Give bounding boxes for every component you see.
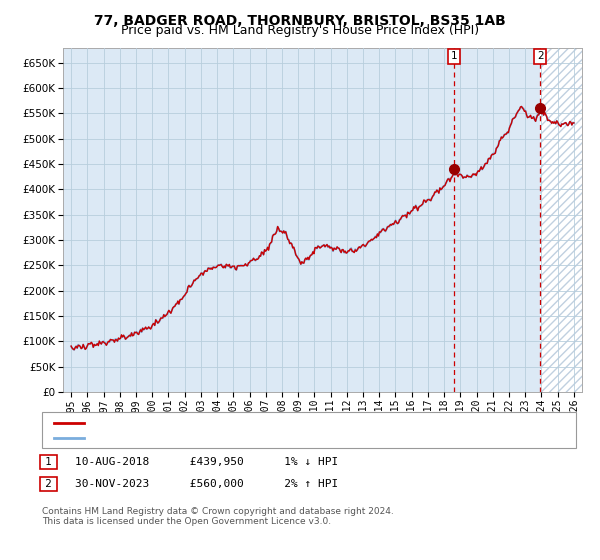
Text: Contains HM Land Registry data © Crown copyright and database right 2024.
This d: Contains HM Land Registry data © Crown c… xyxy=(42,507,394,526)
Text: 1: 1 xyxy=(451,51,457,61)
Text: 77, BADGER ROAD, THORNBURY, BRISTOL, BS35 1AB: 77, BADGER ROAD, THORNBURY, BRISTOL, BS3… xyxy=(94,14,506,28)
Text: 1: 1 xyxy=(42,457,55,467)
Bar xyxy=(540,48,582,392)
Bar xyxy=(540,48,582,392)
Text: Price paid vs. HM Land Registry's House Price Index (HPI): Price paid vs. HM Land Registry's House … xyxy=(121,24,479,37)
Text: 2: 2 xyxy=(42,479,55,489)
Text: 77, BADGER ROAD, THORNBURY, BRISTOL, BS35 1AB (detached house): 77, BADGER ROAD, THORNBURY, BRISTOL, BS3… xyxy=(90,418,488,427)
Text: 2: 2 xyxy=(537,51,544,61)
Text: 10-AUG-2018      £439,950      1% ↓ HPI: 10-AUG-2018 £439,950 1% ↓ HPI xyxy=(75,457,338,467)
Text: HPI: Average price, detached house, South Gloucestershire: HPI: Average price, detached house, Sout… xyxy=(90,433,420,443)
Text: 30-NOV-2023      £560,000      2% ↑ HPI: 30-NOV-2023 £560,000 2% ↑ HPI xyxy=(75,479,338,489)
